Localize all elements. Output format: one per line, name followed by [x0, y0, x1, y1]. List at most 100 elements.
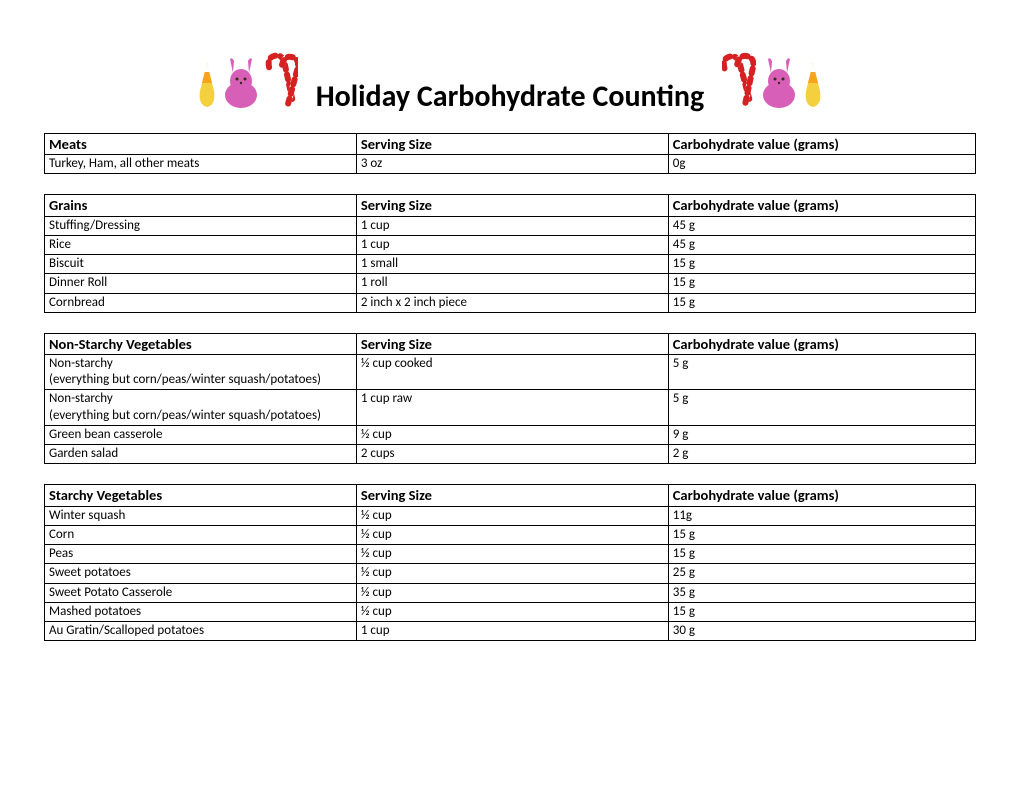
serving-cell: ½ cup	[356, 583, 668, 602]
carb-table: Starchy VegetablesServing SizeCarbohydra…	[44, 484, 976, 641]
serving-cell: ½ cup	[356, 525, 668, 544]
category-header: Non-Starchy Vegetables	[45, 333, 357, 354]
peep-icon	[222, 57, 260, 114]
carb-cell: 35 g	[668, 583, 975, 602]
food-cell: Biscuit	[45, 255, 357, 274]
serving-cell: 1 cup	[356, 622, 668, 641]
carb-cell: 15 g	[668, 545, 975, 564]
candy-cane-icon	[264, 51, 298, 114]
carb-header: Carbohydrate value (grams)	[668, 485, 975, 506]
carb-cell: 2 g	[668, 445, 975, 464]
serving-header: Serving Size	[356, 333, 668, 354]
serving-cell: 1 roll	[356, 274, 668, 293]
food-cell: Corn	[45, 525, 357, 544]
carb-cell: 15 g	[668, 274, 975, 293]
food-cell: Green bean casserole	[45, 425, 357, 444]
table-row: Mashed potatoes½ cup15 g	[45, 602, 976, 621]
left-icon-cluster	[196, 51, 298, 114]
table-row: Non-starchy(everything but corn/peas/win…	[45, 354, 976, 390]
food-name: Sweet Potato Casserole	[49, 585, 172, 600]
carb-cell: 15 g	[668, 255, 975, 274]
carb-header: Carbohydrate value (grams)	[668, 333, 975, 354]
table-row: Green bean casserole½ cup9 g	[45, 425, 976, 444]
food-cell: Rice	[45, 235, 357, 254]
carb-cell: 0g	[668, 155, 975, 174]
carb-cell: 9 g	[668, 425, 975, 444]
table-header-row: MeatsServing SizeCarbohydrate value (gra…	[45, 134, 976, 155]
candy-corn-icon	[196, 61, 218, 114]
food-name: Stuffing/Dressing	[49, 218, 140, 233]
serving-header: Serving Size	[356, 485, 668, 506]
serving-cell: ½ cup cooked	[356, 354, 668, 390]
food-name: Garden salad	[49, 446, 118, 461]
food-name: Non-starchy	[49, 391, 113, 406]
food-cell: Non-starchy (everything but corn/peas/win…	[45, 390, 357, 426]
table-row: Winter squash½ cup11g	[45, 506, 976, 525]
table-row: Turkey, Ham, all other meats 3 oz0g	[45, 155, 976, 174]
serving-header: Serving Size	[356, 195, 668, 216]
table-row: Au Gratin/Scalloped potatoes 1 cup30 g	[45, 622, 976, 641]
carb-cell: 5 g	[668, 390, 975, 426]
carb-header: Carbohydrate value (grams)	[668, 134, 975, 155]
carb-cell: 15 g	[668, 525, 975, 544]
section: Non-Starchy VegetablesServing SizeCarboh…	[44, 333, 976, 465]
food-cell: Non-starchy(everything but corn/peas/win…	[45, 354, 357, 390]
serving-cell: 3 oz	[356, 155, 668, 174]
food-name: Corn	[49, 527, 74, 542]
food-name: Rice	[49, 237, 71, 252]
carb-cell: 30 g	[668, 622, 975, 641]
table-header-row: GrainsServing SizeCarbohydrate value (gr…	[45, 195, 976, 216]
candy-cane-icon	[722, 51, 756, 114]
serving-cell: 2 inch x 2 inch piece	[356, 293, 668, 312]
food-cell: Sweet Potato Casserole	[45, 583, 357, 602]
food-name: Mashed potatoes	[49, 604, 141, 619]
food-cell: Winter squash	[45, 506, 357, 525]
carb-table: Non-Starchy VegetablesServing SizeCarboh…	[44, 333, 976, 465]
carb-cell: 45 g	[668, 216, 975, 235]
category-header: Grains	[45, 195, 357, 216]
food-cell: Garden salad	[45, 445, 357, 464]
food-name: Non-starchy	[49, 356, 113, 371]
table-row: Non-starchy (everything but corn/peas/win…	[45, 390, 976, 426]
food-name: Green bean casserole	[49, 427, 162, 442]
serving-cell: ½ cup	[356, 506, 668, 525]
category-header: Starchy Vegetables	[45, 485, 357, 506]
carb-cell: 25 g	[668, 564, 975, 583]
table-row: Cornbread 2 inch x 2 inch piece15 g	[45, 293, 976, 312]
carb-table: GrainsServing SizeCarbohydrate value (gr…	[44, 194, 976, 312]
food-name: Cornbread	[49, 295, 105, 310]
carb-cell: 15 g	[668, 293, 975, 312]
carb-cell: 45 g	[668, 235, 975, 254]
table-row: Sweet Potato Casserole ½ cup35 g	[45, 583, 976, 602]
table-row: Dinner Roll 1 roll15 g	[45, 274, 976, 293]
serving-cell: 1 small	[356, 255, 668, 274]
carb-table: MeatsServing SizeCarbohydrate value (gra…	[44, 133, 976, 174]
serving-cell: 1 cup raw	[356, 390, 668, 426]
serving-header: Serving Size	[356, 134, 668, 155]
table-row: Biscuit1 small15 g	[45, 255, 976, 274]
section: MeatsServing SizeCarbohydrate value (gra…	[44, 133, 976, 174]
carb-cell: 5 g	[668, 354, 975, 390]
carb-header: Carbohydrate value (grams)	[668, 195, 975, 216]
food-name: Sweet potatoes	[49, 565, 131, 580]
page-title: Holiday Carbohydrate Counting	[316, 78, 705, 115]
food-subtext: (everything but corn/peas/winter squash/…	[49, 408, 352, 424]
serving-cell: 1 cup	[356, 216, 668, 235]
food-cell: Au Gratin/Scalloped potatoes	[45, 622, 357, 641]
table-row: Garden salad 2 cups2 g	[45, 445, 976, 464]
food-name: Turkey, Ham, all other meats	[49, 156, 199, 171]
table-row: Peas½ cup15 g	[45, 545, 976, 564]
food-cell: Sweet potatoes	[45, 564, 357, 583]
food-name: Peas	[49, 546, 73, 561]
table-row: Rice1 cup45 g	[45, 235, 976, 254]
food-name: Winter squash	[49, 508, 125, 523]
serving-cell: 2 cups	[356, 445, 668, 464]
food-cell: Stuffing/Dressing	[45, 216, 357, 235]
food-name: Dinner Roll	[49, 275, 107, 290]
food-name: Au Gratin/Scalloped potatoes	[49, 623, 204, 638]
table-row: Corn ½ cup15 g	[45, 525, 976, 544]
header: Holiday Carbohydrate Counting	[44, 50, 976, 115]
category-header: Meats	[45, 134, 357, 155]
food-cell: Peas	[45, 545, 357, 564]
food-cell: Turkey, Ham, all other meats	[45, 155, 357, 174]
